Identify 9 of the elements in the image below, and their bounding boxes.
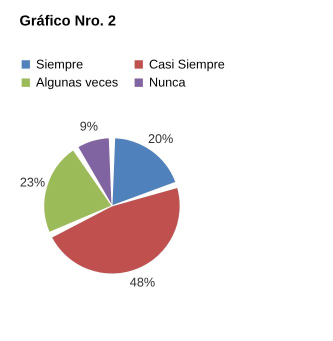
data-label: 23%	[20, 176, 46, 190]
legend-label: Nunca	[148, 76, 186, 90]
data-label: 48%	[130, 276, 156, 290]
legend-label: Siempre	[36, 57, 84, 72]
legend-label: Casi Siempre	[148, 57, 225, 72]
data-label: 20%	[148, 132, 174, 146]
data-label: 9%	[80, 119, 98, 134]
legend-label: Algunas veces	[36, 76, 118, 90]
chart-title: Gráfico Nro. 2	[19, 14, 116, 30]
